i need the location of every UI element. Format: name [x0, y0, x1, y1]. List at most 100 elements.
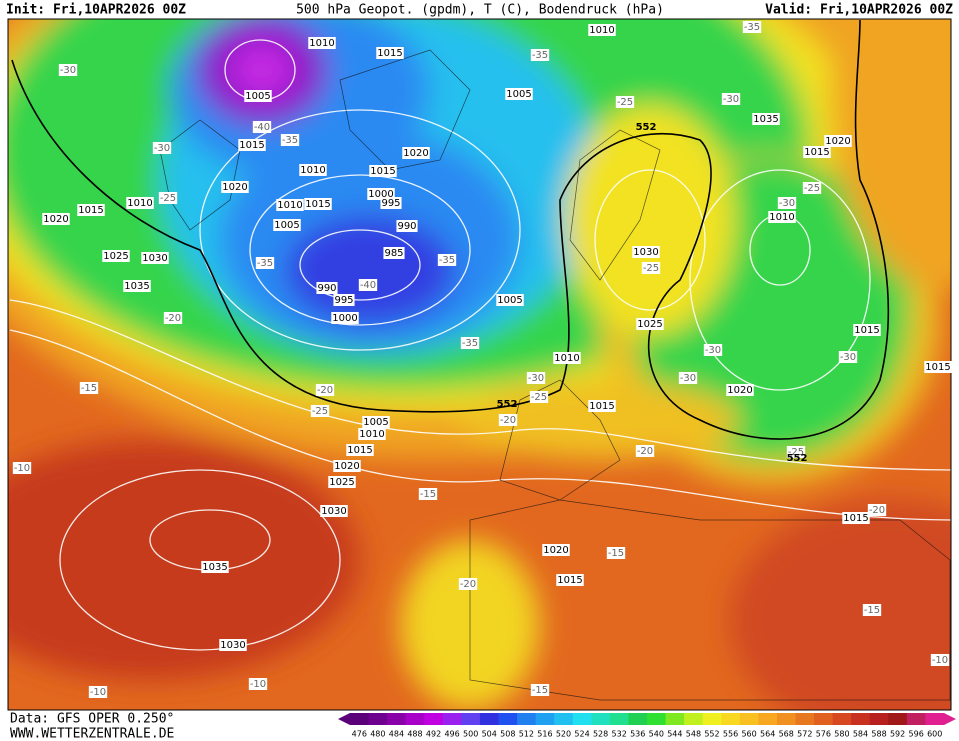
colorbar-label: 576: [816, 730, 831, 739]
temperature-label-group: -25: [529, 391, 549, 403]
isobar-label-box: [221, 181, 249, 193]
colorbar-label: 484: [389, 730, 404, 739]
isobar-label-box: [316, 282, 338, 294]
temperature-label: -10: [14, 463, 30, 474]
temperature-label-group: -30: [678, 372, 698, 384]
isobar-label-group: 1010: [588, 24, 616, 36]
isobar-label-box: [853, 324, 881, 336]
isobar-label-box: [238, 139, 266, 151]
isobar-label-group: 1020: [42, 213, 70, 225]
isobar-label-box: [328, 476, 356, 488]
isobar-label-box: [396, 220, 418, 232]
temperature-label-box: [310, 405, 330, 417]
temperature-label-box: [12, 462, 32, 474]
colorbar-label: 544: [667, 730, 682, 739]
temperature-label-group: -30: [526, 372, 546, 384]
temperature-label-group: -25: [641, 262, 661, 274]
temperature-label: -35: [439, 255, 455, 266]
temperature-label-box: [530, 49, 550, 61]
isobar-label-box: [402, 147, 430, 159]
isobar-label-box: [304, 198, 332, 210]
colorbar-arrow-left: [338, 713, 350, 725]
isobar-label-box: [102, 250, 130, 262]
isobar-label-box: [380, 197, 402, 209]
colorbar-label: 512: [519, 730, 534, 739]
data-source: Data: GFS OPER 0.250°: [10, 712, 174, 727]
temperature-label: -35: [744, 22, 760, 33]
colorbar-label: 592: [890, 730, 905, 739]
colorbar-label: 564: [760, 730, 775, 739]
isobar-label: 1015: [589, 401, 614, 412]
temperature-label-group: -30: [721, 93, 741, 105]
temperature-label-box: [79, 382, 99, 394]
temperature-label: -25: [312, 406, 328, 417]
colorbar-label: 540: [649, 730, 664, 739]
temperature-label-group: -10: [248, 678, 268, 690]
isobar-label-group: 1025: [102, 250, 130, 262]
temperature-label-group: -35: [530, 49, 550, 61]
temperature-label-group: -40: [252, 121, 272, 133]
isobar-label-group: 995: [333, 294, 355, 306]
colorbar-swatch: [368, 713, 388, 725]
isobar-label-group: 1015: [803, 146, 831, 158]
temperature-label: -20: [460, 579, 476, 590]
isobar-label-box: [542, 544, 570, 556]
isobar-label-group: 1005: [362, 416, 390, 428]
temperature-label-group: -20: [163, 312, 183, 324]
isobar-label-group: 1010: [768, 211, 796, 223]
isobar-label: 1010: [769, 212, 794, 223]
isobar-label: 1015: [557, 575, 582, 586]
temperature-label-box: [606, 547, 626, 559]
isobar-label-box: [752, 113, 780, 125]
colorbar-swatch: [906, 713, 926, 725]
colorbar-swatch: [517, 713, 537, 725]
temperature-label-box: [802, 182, 822, 194]
isobar-label-group: 1010: [126, 197, 154, 209]
colorbar-label: 556: [723, 730, 738, 739]
temperature-label-group: -35: [460, 337, 480, 349]
geopotential-label: 552: [497, 399, 518, 410]
isobar-label-box: [553, 352, 581, 364]
isobar-label: 1020: [222, 182, 247, 193]
temperature-label: -15: [532, 685, 548, 696]
temperature-label-group: -10: [88, 686, 108, 698]
isobar-label-group: 1010: [276, 199, 304, 211]
temperature-label: -40: [254, 122, 270, 133]
isobar-label-box: [588, 400, 616, 412]
colorbar-swatch: [869, 713, 889, 725]
colorbar-swatch: [498, 713, 518, 725]
temperature-label-box: [158, 192, 178, 204]
isobar-label-group: 1030: [320, 505, 348, 517]
colorbar-label: 504: [482, 730, 497, 739]
temperature-label-box: [255, 257, 275, 269]
isobar-label-group: 1020: [402, 147, 430, 159]
temperature-label-group: -20: [867, 504, 887, 516]
colorbar-swatch: [721, 713, 741, 725]
isobar-label-group: 1010: [308, 37, 336, 49]
temperature-label-group: -10: [930, 654, 950, 666]
temperature-label-group: -35: [437, 254, 457, 266]
isobar-label: 1030: [142, 253, 167, 264]
colorbar-swatch: [350, 713, 370, 725]
temperature-label-box: [678, 372, 698, 384]
isobar-label: 1015: [239, 140, 264, 151]
isobar-label-box: [276, 199, 304, 211]
isobar-label: 1005: [497, 295, 522, 306]
isobar-label-box: [77, 204, 105, 216]
isobar-label-box: [362, 416, 390, 428]
temperature-label: -10: [932, 655, 948, 666]
colorbar-swatch: [702, 713, 722, 725]
colorbar-label: 580: [834, 730, 849, 739]
isobar-label-group: 1000: [331, 312, 359, 324]
isobar-label-box: [123, 280, 151, 292]
isobar-label-box: [803, 146, 831, 158]
colorbar-swatch: [535, 713, 555, 725]
colorbar-label: 548: [686, 730, 701, 739]
temperature-label: -20: [637, 446, 653, 457]
temperature-label: -15: [608, 548, 624, 559]
map-title: 500 hPa Geopot. (gpdm), T (C), Bodendruc…: [296, 3, 664, 18]
isobar-label-group: 995: [380, 197, 402, 209]
colorbar-swatch: [554, 713, 574, 725]
temperature-label-box: [498, 414, 518, 426]
